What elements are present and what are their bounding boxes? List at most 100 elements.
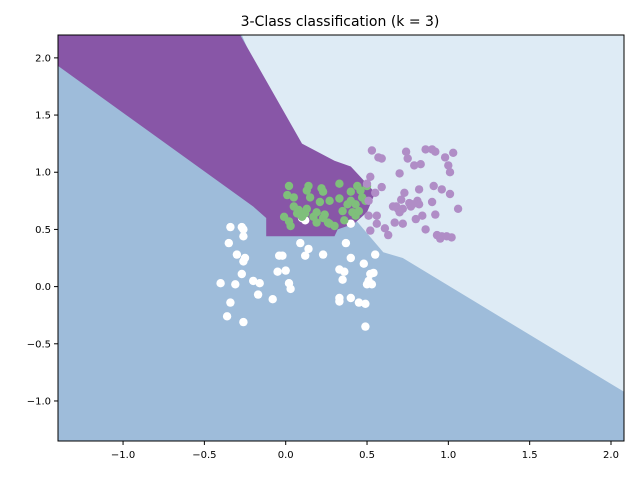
data-point: [338, 206, 347, 216]
data-point: [226, 222, 235, 232]
data-point: [403, 154, 412, 163]
data-point: [429, 181, 438, 191]
data-point: [315, 197, 325, 207]
data-point: [354, 298, 364, 307]
data-point: [318, 250, 328, 259]
data-point: [377, 154, 386, 163]
data-point: [304, 244, 313, 254]
plot-area: [57, 34, 625, 442]
data-point: [414, 200, 424, 209]
data-point: [335, 297, 344, 306]
data-point: [237, 269, 246, 279]
data-point: [390, 218, 399, 227]
data-point: [372, 219, 381, 228]
data-point: [255, 279, 264, 288]
data-point: [335, 194, 344, 203]
data-point: [395, 208, 404, 217]
data-point: [286, 221, 295, 231]
data-point: [340, 267, 349, 276]
data-point: [372, 211, 381, 220]
y-tick-label: 1.5: [35, 111, 51, 122]
data-point: [440, 153, 450, 162]
data-point: [369, 268, 378, 278]
data-point: [366, 226, 375, 235]
data-point: [268, 295, 277, 304]
data-point: [377, 182, 386, 192]
data-point: [362, 179, 372, 188]
data-point: [346, 253, 355, 263]
data-point: [408, 200, 417, 209]
data-point: [249, 276, 258, 286]
data-point: [366, 172, 375, 181]
data-point: [320, 210, 329, 219]
data-point: [364, 196, 373, 205]
data-point: [283, 190, 292, 200]
scatter-points: [216, 145, 463, 331]
data-point: [421, 145, 430, 154]
data-point: [444, 161, 453, 170]
data-point: [312, 218, 321, 227]
data-point: [431, 210, 440, 219]
y-tick-label: 0.5: [35, 225, 51, 236]
data-point: [371, 250, 380, 259]
data-point: [330, 221, 339, 231]
region-purple: [58, 35, 376, 237]
data-point: [427, 197, 437, 207]
data-point: [418, 211, 427, 220]
y-tick-label: −0.5: [27, 339, 51, 350]
x-tick-label: −1.0: [111, 450, 135, 461]
data-point: [231, 280, 240, 289]
data-point: [281, 266, 290, 275]
data-point: [442, 232, 451, 241]
data-point: [400, 188, 409, 197]
data-point: [410, 161, 419, 170]
data-point: [346, 219, 355, 228]
data-point: [421, 225, 430, 234]
y-axis: −1.0 −0.5 0.0 0.5 1.0 1.5 2.0: [27, 53, 58, 407]
data-point: [401, 147, 411, 156]
y-tick-label: 1.0: [35, 168, 51, 179]
x-tick-label: 2.0: [603, 450, 619, 461]
decision-regions: [58, 35, 624, 441]
data-point: [226, 298, 235, 307]
data-point: [222, 312, 232, 321]
x-tick-label: −0.5: [192, 450, 216, 461]
data-point: [253, 290, 263, 299]
data-point: [335, 179, 344, 188]
data-point: [354, 206, 364, 216]
data-point: [445, 168, 455, 177]
data-point: [364, 211, 373, 220]
data-point: [380, 224, 390, 233]
data-point: [305, 193, 315, 202]
plot-frame: [57, 34, 625, 442]
data-point: [361, 299, 370, 308]
data-point: [359, 259, 368, 268]
y-tick-label: 0.0: [35, 282, 51, 293]
x-tick-label: 1.5: [522, 450, 538, 461]
data-point: [411, 214, 420, 224]
data-point: [278, 251, 287, 260]
data-point: [371, 188, 380, 197]
x-axis: −1.0 −0.5 0.0 0.5 1.0 1.5 2.0: [111, 441, 619, 461]
data-point: [431, 147, 440, 156]
data-point: [239, 225, 248, 234]
data-point: [414, 185, 424, 194]
y-tick-label: −1.0: [27, 396, 51, 407]
data-point: [239, 257, 248, 266]
data-point: [361, 322, 370, 331]
data-point: [239, 317, 248, 327]
data-point: [289, 193, 298, 202]
data-point: [351, 200, 360, 209]
data-point: [284, 181, 294, 191]
data-point: [224, 238, 233, 248]
data-point: [416, 160, 425, 169]
data-point: [286, 284, 295, 294]
data-point: [273, 267, 282, 276]
chart-title: 3-Class classification (k = 3): [241, 14, 440, 30]
data-point: [346, 187, 355, 196]
data-point: [296, 238, 305, 248]
data-point: [367, 280, 377, 289]
data-point: [239, 232, 248, 241]
data-point: [302, 204, 311, 213]
